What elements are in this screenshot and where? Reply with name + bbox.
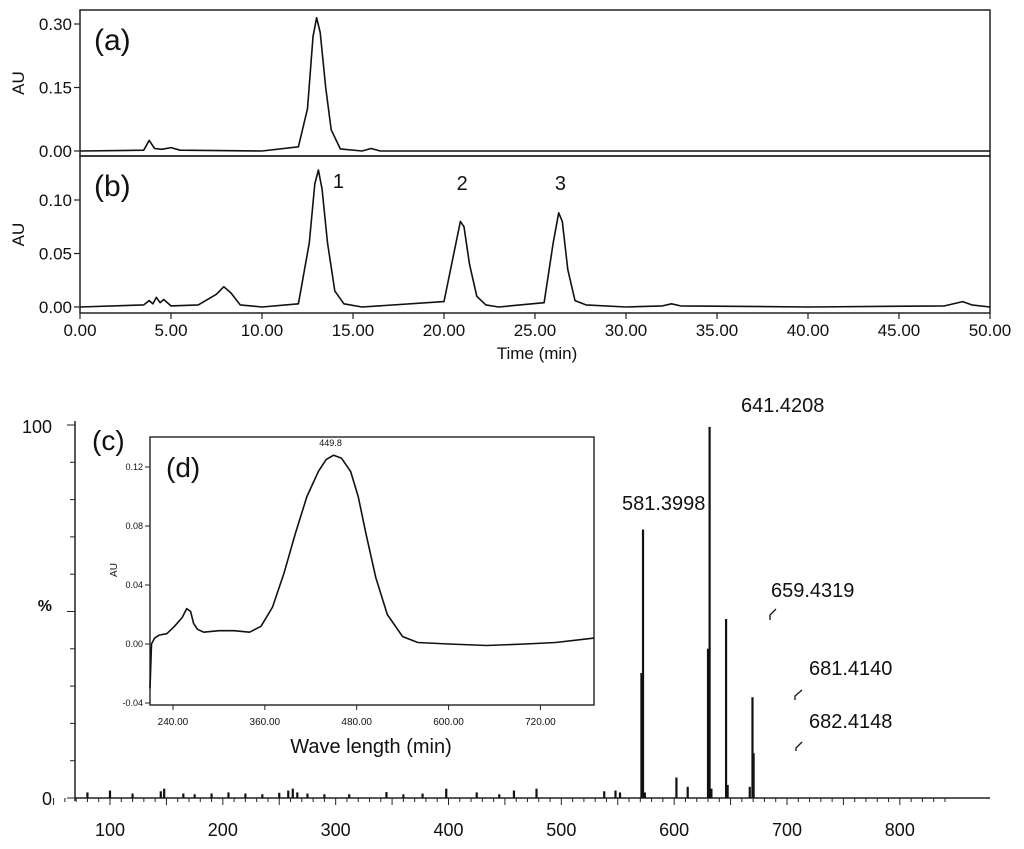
y-axis-label-a: AU xyxy=(9,71,28,95)
panel-d: 240.00 360.00 480.00 600.00 720.00 -0.04 0.00 0… xyxy=(109,436,595,758)
panel-label-a: (a) xyxy=(94,24,131,57)
chromatogram-trace-b xyxy=(79,169,991,308)
mass-peak-label: 659.4319 xyxy=(771,580,854,602)
inset-y-tick-label-2: 0.04 xyxy=(125,580,143,590)
y-tick-label-b-0: 0.00 xyxy=(39,298,72,317)
y-tick-label-a-1: 0.15 xyxy=(39,79,72,98)
x-tick-label-time-9: 45.00 xyxy=(878,321,921,340)
spectrum-x-tick-label-1: 200 xyxy=(208,820,238,840)
x-tick-label-time-10: 50.00 xyxy=(969,321,1012,340)
inset-y-tick-label-3: 0.08 xyxy=(125,521,143,531)
inset-y-tick-label-4: 0.12 xyxy=(125,462,143,472)
peak-number-label: 1 xyxy=(333,171,344,193)
peak-number-label: 3 xyxy=(555,173,566,195)
inset-x-tick-label-1: 360.00 xyxy=(250,717,281,728)
spectrum-x-tick-label-5: 600 xyxy=(659,820,689,840)
x-tick-label-time-3: 15.00 xyxy=(332,321,375,340)
y-tick-label-a-0: 0.00 xyxy=(39,142,72,161)
x-tick-label-time-4: 20.00 xyxy=(423,321,466,340)
panel-label-b: (b) xyxy=(94,170,131,203)
spectrum-x-tick-label-6: 700 xyxy=(772,820,802,840)
panel-a-frame xyxy=(79,9,991,157)
spectrum-y-tick-label-0: 0 xyxy=(42,789,52,809)
inset-x-tick-label-3: 600.00 xyxy=(433,717,464,728)
spectrum-y-tick-label-100: 100 xyxy=(22,417,52,437)
uv-peak-label: 449.8 xyxy=(319,438,342,448)
x-axis-label-time: Time (min) xyxy=(497,344,578,363)
inset-x-tick-label-2: 480.00 xyxy=(341,717,372,728)
inset-frame xyxy=(149,436,595,706)
y-tick-label-a-2: 0.30 xyxy=(39,15,72,34)
inset-x-axis-label: Wave length (min) xyxy=(290,736,452,758)
inset-y-tick-label-1: 0.00 xyxy=(125,639,143,649)
spectrum-x-tick-label-3: 400 xyxy=(433,820,463,840)
x-tick-label-time-0: 0.00 xyxy=(63,321,96,340)
mass-peak-label: 681.4140 xyxy=(809,658,892,680)
x-tick-label-time-7: 35.00 xyxy=(696,321,739,340)
x-tick-label-time-6: 30.00 xyxy=(605,321,648,340)
chromatogram-trace-a xyxy=(79,16,990,152)
spectrum-x-tick-label-4: 500 xyxy=(546,820,576,840)
y-tick-label-b-1: 0.05 xyxy=(39,245,72,264)
x-tick-label-time-8: 40.00 xyxy=(787,321,830,340)
mass-peak-label: 581.3998 xyxy=(622,493,705,515)
inset-y-axis-label: AU xyxy=(109,563,120,577)
panel-label-c: (c) xyxy=(92,425,125,456)
panel-b-frame xyxy=(79,155,991,314)
spectrum-x-tick-label-0: 100 xyxy=(95,820,125,840)
panel-c: 100 0% 100 200 300 400 500 600 700 800 581.3998 641… xyxy=(22,395,990,840)
uv-spectrum-trace xyxy=(149,454,595,689)
inset-x-tick-label-0: 240.00 xyxy=(158,717,189,728)
inset-y-tick-label-0: -0.04 xyxy=(122,698,143,708)
leader-line xyxy=(769,608,777,620)
y-tick-label-b-2: 0.10 xyxy=(39,191,72,210)
inset-x-tick-label-4: 720.00 xyxy=(525,717,556,728)
x-tick-label-time-1: 5.00 xyxy=(154,321,187,340)
spectrum-x-tick-label-2: 300 xyxy=(321,820,351,840)
peak-number-label: 2 xyxy=(457,173,468,195)
mass-peak-label: 641.4208 xyxy=(741,395,824,417)
panel-label-d: (d) xyxy=(166,452,200,483)
y-axis-label-b: AU xyxy=(9,223,28,247)
leader-line xyxy=(795,741,803,751)
leader-line xyxy=(794,689,803,700)
x-tick-label-time-5: 25.00 xyxy=(514,321,557,340)
spectrum-x-tick-label-7: 800 xyxy=(885,820,915,840)
panel-a: 0.00 0.15 0.30 AU (a) xyxy=(9,9,991,161)
mass-peak-label: 682.4148 xyxy=(809,711,892,733)
x-tick-label-time-2: 10.00 xyxy=(241,321,284,340)
spectrum-y-axis-label: % xyxy=(38,598,52,615)
